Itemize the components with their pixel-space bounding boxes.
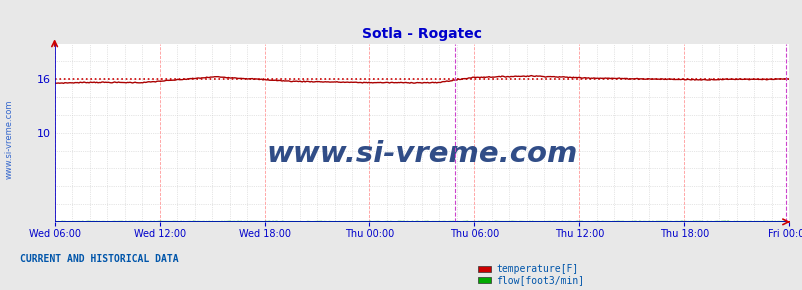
- Title: Sotla - Rogatec: Sotla - Rogatec: [362, 27, 481, 41]
- Text: www.si-vreme.com: www.si-vreme.com: [5, 99, 14, 179]
- Text: www.si-vreme.com: www.si-vreme.com: [266, 140, 577, 168]
- Text: temperature[F]: temperature[F]: [496, 264, 577, 274]
- Text: flow[foot3/min]: flow[foot3/min]: [496, 275, 584, 285]
- Text: CURRENT AND HISTORICAL DATA: CURRENT AND HISTORICAL DATA: [20, 254, 179, 264]
